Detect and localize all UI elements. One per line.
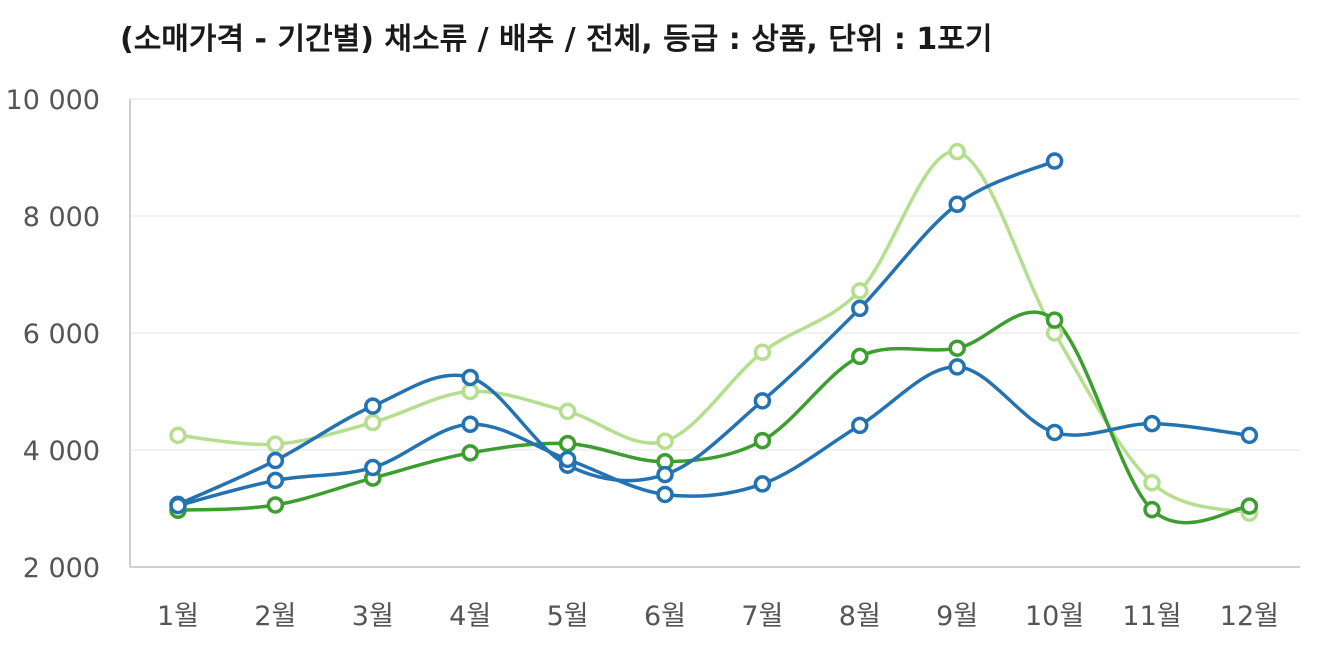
data-point-series-4 [1045,423,1064,442]
data-point-series-4 [948,358,966,376]
data-point-series-4 [851,416,869,435]
data-point-series-2 [851,347,869,366]
x-tick-label: 9월 [936,601,978,632]
y-tick-label: 2 000 [23,553,100,584]
y-tick-label: 4 000 [23,436,100,467]
x-tick-label: 1월 [157,601,199,632]
x-tick-label: 4월 [449,601,491,632]
data-point-series-2 [753,431,772,450]
x-tick-label: 2월 [254,601,296,632]
data-point-series-3 [461,368,479,387]
data-point-series-3 [851,299,869,318]
data-point-series-1 [169,426,187,445]
data-point-series-2 [948,339,966,357]
data-point-series-2 [461,444,479,462]
data-point-series-3 [266,451,285,470]
x-tick-label: 8월 [839,601,881,632]
data-point-series-3 [948,195,966,214]
data-point-series-1 [364,413,382,432]
y-tick-labels: 2 000 4 000 6 000 8 000 10 000 [6,85,100,584]
x-tick-label: 12월 [1220,601,1279,632]
data-point-series-4 [558,450,577,469]
data-point-series-4 [1143,414,1161,433]
data-point-series-1 [851,282,869,300]
data-point-series-1 [461,382,479,401]
data-point-series-1 [753,343,772,362]
data-point-series-3 [364,397,382,415]
axes [129,99,1300,568]
data-point-series-1 [656,432,674,450]
data-point-series-3 [656,465,674,484]
data-point-series-4 [266,471,285,490]
data-point-series-4 [1240,426,1259,445]
data-point-series-1 [266,435,285,453]
x-tick-label: 10월 [1025,601,1084,632]
data-point-series-3 [753,392,772,410]
series-line-4 [176,365,1252,508]
x-tick-label: 11월 [1122,601,1181,632]
chart-title: (소매가격 - 기간별) 채소류 / 배추 / 전체, 등급 : 상품, 단위 … [120,22,993,57]
y-tick-label: 8 000 [23,202,100,233]
gridlines [130,98,1300,451]
data-point-series-2 [1045,311,1064,329]
series-line-3 [176,159,1057,507]
data-point-series-2 [1143,500,1161,519]
x-tick-label: 6월 [644,601,686,632]
x-tick-label: 3월 [352,601,394,632]
series-lines [176,149,1252,525]
data-point-series-2 [558,434,577,453]
data-point-series-3 [1045,152,1064,170]
data-point-series-4 [364,458,382,477]
y-tick-label: 10 000 [6,85,100,116]
x-tick-label: 5월 [547,601,589,632]
x-tick-labels: 1월 2월 3월 4월 5월 6월 7월 8월 9월 10월 11월 12월 [157,601,1279,632]
y-tick-label: 6 000 [23,319,100,350]
series-line-2 [176,310,1252,525]
data-point-series-4 [753,475,772,493]
data-point-series-4 [656,485,674,504]
data-point-series-2 [266,496,285,514]
data-point-series-1 [948,142,966,161]
data-point-series-1 [558,402,577,421]
x-tick-label: 7월 [741,601,783,632]
data-point-series-4 [461,415,479,434]
data-point-series-2 [1240,497,1259,515]
data-point-series-4 [169,496,187,515]
data-points [169,142,1259,522]
data-point-series-1 [1143,474,1161,492]
